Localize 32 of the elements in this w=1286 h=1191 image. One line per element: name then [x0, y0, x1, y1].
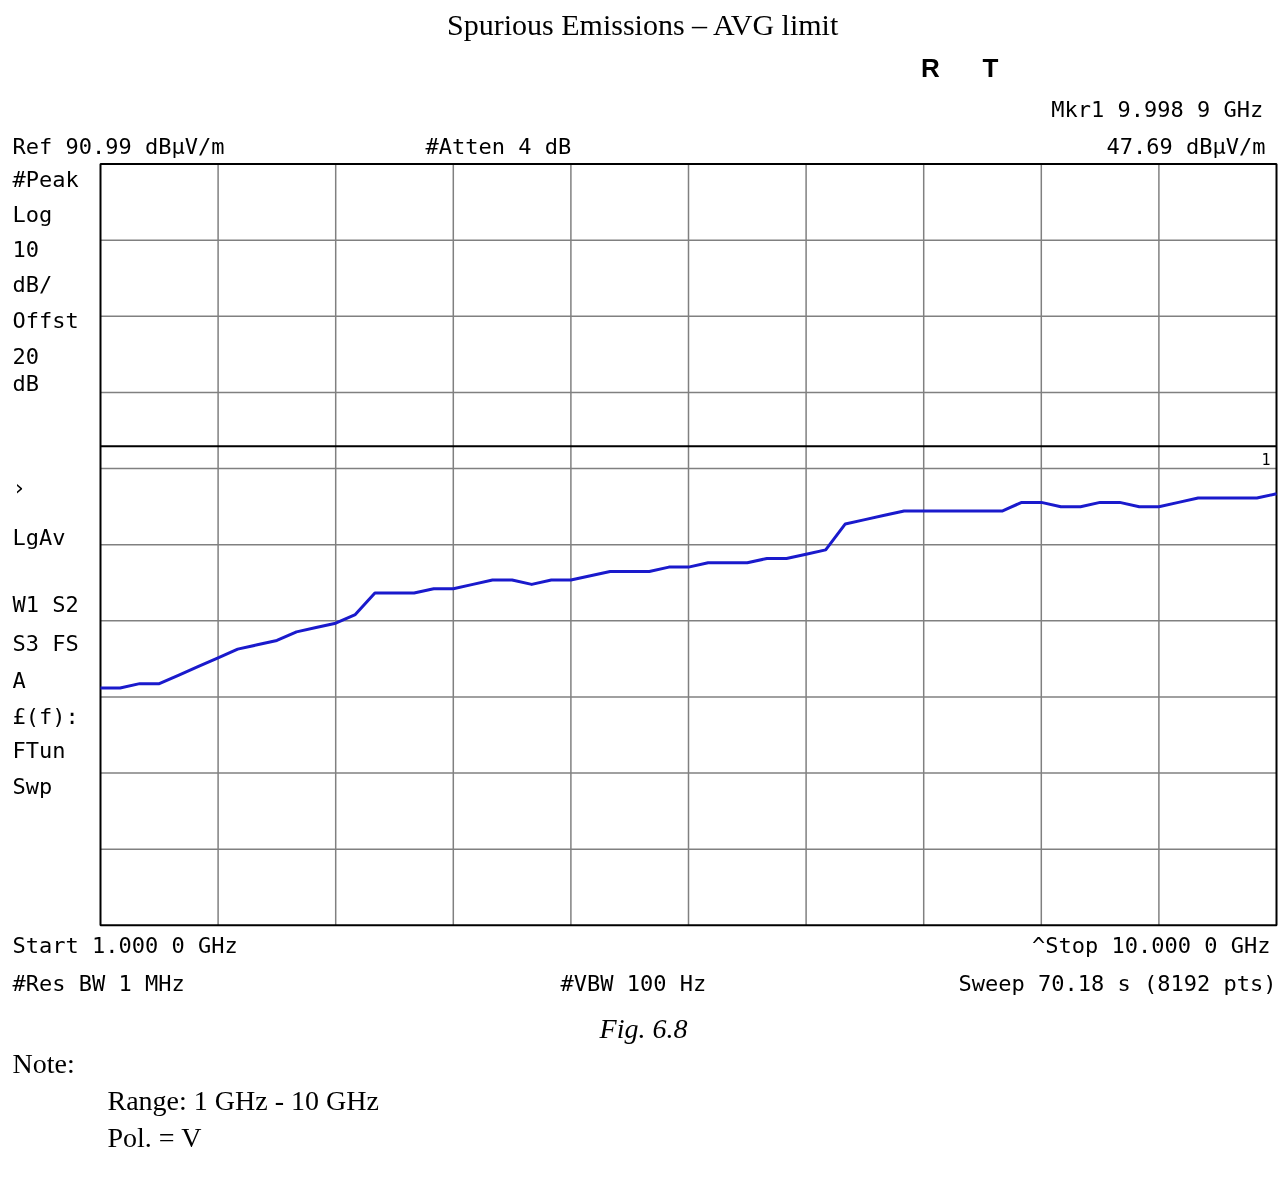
text: Sweep 70.18 s (8192 pts) — [958, 971, 1277, 997]
text: Log — [12, 201, 53, 227]
text: Mkr1 9.998 9 GHz — [1051, 97, 1264, 123]
text: Ref 90.99 dBµV/m — [12, 134, 225, 160]
text: dB/ — [12, 272, 53, 298]
text: #Res BW 1 MHz — [12, 971, 185, 997]
text: Swp — [12, 774, 53, 800]
text: A — [12, 667, 26, 693]
text: 47.69 dBµV/m — [1106, 134, 1266, 160]
text: R — [921, 52, 941, 83]
text: Offst — [12, 308, 79, 334]
text: Pol. = V — [107, 1121, 202, 1153]
text: Note: — [12, 1048, 75, 1080]
caption: Fig. 6.8 — [598, 1013, 688, 1045]
text: Range: 1 GHz - 10 GHz — [107, 1084, 379, 1116]
text: FTun — [12, 738, 66, 764]
text: 1 — [1261, 451, 1271, 470]
text: ^Stop 10.000 0 GHz — [1032, 932, 1271, 958]
text: S3 FS — [12, 630, 79, 656]
text: Start 1.000 0 GHz — [12, 932, 238, 958]
text: #Peak — [12, 166, 79, 192]
text: › — [12, 474, 26, 500]
text: #VBW 100 Hz — [560, 971, 707, 997]
text: £(f): — [12, 703, 79, 729]
text: dB — [12, 371, 39, 397]
text: W1 S2 — [12, 592, 79, 618]
text: #Atten 4 dB — [425, 134, 572, 160]
text: LgAv — [12, 525, 66, 551]
text: T — [982, 52, 999, 83]
chart-title: Spurious Emissions – AVG limit — [447, 7, 839, 41]
text: 20 — [12, 343, 39, 369]
text: 10 — [12, 237, 39, 263]
